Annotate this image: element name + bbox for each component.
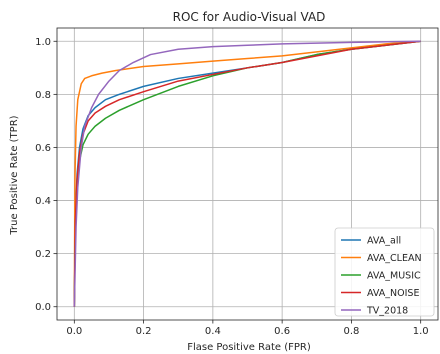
plot-area: 0.0 0.2 0.4 0.6 0.8 1.0 0.0 0.2 0.4 0.6 0.8 1.0 <box>35 27 439 337</box>
legend-items: AVA_all AVA_CLEAN AVA_MUSIC AVA_NOISE TV_201… <box>341 236 422 317</box>
legend-label: TV_2018 <box>366 306 408 317</box>
legend-box <box>334 227 435 317</box>
y-tick-label: 0.2 <box>35 249 51 260</box>
legend-label: AVA_CLEAN <box>367 253 422 264</box>
y-axis-title: True Positive Rate (TPR) <box>9 115 20 235</box>
x-axis-title: Flase Positive Rate (FPR) <box>187 342 311 353</box>
series-line-ava-clean <box>73 40 421 307</box>
chart-title: ROC for Audio-Visual VAD <box>173 10 326 24</box>
y-tick-label: 0.4 <box>35 196 51 207</box>
legend-label: AVA_all <box>367 236 401 247</box>
legend-label: AVA_MUSIC <box>367 271 421 282</box>
x-tick-label: 0.4 <box>205 326 221 337</box>
x-tick-label: 0.0 <box>66 326 82 337</box>
y-tick-label: 0.0 <box>35 302 51 313</box>
ticks: 0.0 0.2 0.4 0.6 0.8 1.0 0.0 0.2 0.4 0.6 0.8 1.0 <box>35 37 429 337</box>
x-tick-label: 1.0 <box>413 326 429 337</box>
x-tick-label: 0.2 <box>136 326 152 337</box>
legend: AVA_all AVA_CLEAN AVA_MUSIC AVA_NOISE TV_201… <box>334 227 435 317</box>
legend-label: AVA_NOISE <box>367 288 419 299</box>
x-tick-label: 0.6 <box>274 326 290 337</box>
y-tick-label: 0.8 <box>35 90 51 101</box>
series-line-ava-noise <box>73 40 421 307</box>
plot-frame <box>56 27 439 321</box>
x-tick-label: 0.8 <box>343 326 359 337</box>
series-layer <box>73 40 421 307</box>
y-tick-label: 0.6 <box>35 143 51 154</box>
y-tick-label: 1.0 <box>35 37 51 48</box>
series-line-tv-2018 <box>73 40 421 307</box>
